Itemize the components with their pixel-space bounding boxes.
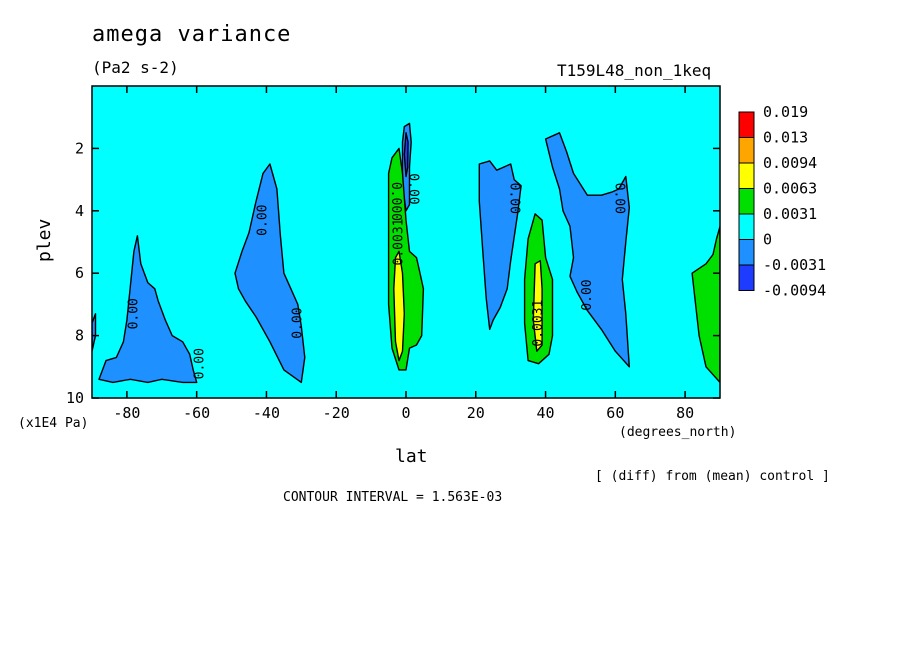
colorbar-label: 0.0094 [763, 154, 817, 172]
x-tick-label: -60 [183, 404, 210, 422]
contour-region-10 [532, 260, 543, 352]
colorbar-swatch [738, 213, 755, 240]
colorbar-label: -0.0094 [763, 282, 826, 300]
contour-label: 0.00 [507, 183, 522, 214]
x-axis: -80 -60 -40 -20 0 20 40 60 80 [113, 86, 694, 422]
colorbar-swatch [738, 137, 755, 164]
run-label: T159L48_non_1keq [557, 61, 712, 80]
contour-interval: CONTOUR INTERVAL = 1.563E-03 [283, 490, 503, 505]
contour-label: 0.0031 [531, 300, 546, 347]
contour-region-7 [478, 160, 522, 331]
diff-note: [ (diff) from (mean) control ] [595, 469, 830, 484]
x-tick-label: -40 [253, 404, 280, 422]
y-axis-unit: (x1E4 Pa) [18, 416, 89, 431]
y-tick-label: 8 [75, 327, 84, 345]
contour-region-11 [691, 225, 720, 384]
contour-region-4 [403, 132, 409, 178]
y-tick-label: 4 [75, 202, 84, 220]
colorbar-swatch [738, 188, 755, 215]
contour-label: 0.00 [405, 173, 420, 204]
chart-units: (Pa2 s-2) [92, 58, 179, 77]
colorbar-swatch [738, 239, 755, 266]
contour-label: 0.00 [580, 279, 595, 310]
contour-label: 0.00 [290, 307, 305, 338]
colorbar-swatch [738, 111, 755, 138]
contour-label: 0.0031 [392, 219, 407, 266]
x-tick-label: 60 [606, 404, 624, 422]
contour-label: 0.00 [611, 183, 626, 214]
x-axis-unit: (degrees_north) [619, 425, 737, 440]
colorbar-label: 0.019 [763, 103, 808, 121]
contour-region-2 [234, 163, 306, 384]
colorbar-swatch [738, 162, 755, 189]
x-axis-label: lat [395, 446, 428, 467]
contour-region-8 [544, 132, 630, 368]
contour-label: 0.000 [388, 182, 403, 221]
contour-label: 0.00 [193, 348, 208, 379]
colorbar-label: 0.0031 [763, 205, 817, 223]
x-tick-label: -80 [113, 404, 140, 422]
colorbar-label: 0 [763, 231, 772, 249]
x-tick-label: 40 [537, 404, 555, 422]
contour-label: 0.00 [126, 298, 141, 329]
y-tick-label: 10 [66, 389, 84, 407]
colorbar-label: -0.0031 [763, 256, 826, 274]
contour-regions [92, 122, 720, 384]
y-tick-label: 6 [75, 264, 84, 282]
colorbar-label: 0.013 [763, 129, 808, 147]
contour-label: 0.00 [255, 205, 270, 236]
x-tick-label: 20 [467, 404, 485, 422]
contour-region-6 [393, 250, 405, 362]
x-tick-label: 80 [676, 404, 694, 422]
y-axis-label: plev [34, 218, 55, 262]
chart-title: amega variance [92, 22, 292, 47]
y-tick-label: 2 [75, 139, 84, 157]
x-tick-label: -20 [323, 404, 350, 422]
y-axis: 2 4 6 8 10 [66, 139, 720, 407]
contour-region-1 [98, 235, 198, 384]
colorbar-swatch [738, 264, 755, 291]
colorbar-label: 0.0063 [763, 180, 817, 198]
colorbar: 0.019 0.013 0.0094 0.0063 0.0031 0 -0.0031 -0.0… [738, 103, 826, 300]
x-tick-label: 0 [401, 404, 410, 422]
